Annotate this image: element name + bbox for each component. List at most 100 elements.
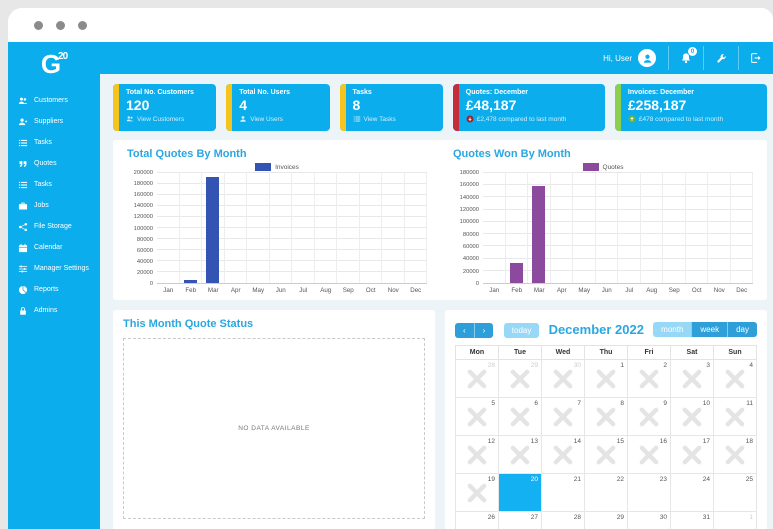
calendar-day-cell[interactable]: 5: [455, 397, 499, 436]
calendar-panel: ‹ › today December 2022 month week: [445, 310, 767, 529]
calendar-week-row: 12 13 14 15 16 17 18: [455, 435, 757, 474]
app-logo: G 20: [8, 44, 100, 84]
calendar-day-cell[interactable]: 4: [713, 359, 757, 398]
day-number: 23: [659, 476, 667, 483]
calendar-day-cell[interactable]: 30: [627, 511, 671, 529]
sidebar-item-label: Tasks: [34, 181, 52, 188]
calendar-day-cell[interactable]: 9: [627, 397, 671, 436]
calendar-day-cell[interactable]: 22: [584, 473, 628, 512]
calendar-day-cell[interactable]: 11: [713, 397, 757, 436]
calendar-day-cell[interactable]: 25: [713, 473, 757, 512]
y-axis-tick: 60000: [462, 244, 479, 251]
sidebar-item-manager-settings[interactable]: Manager Settings: [8, 258, 100, 279]
calendar-day-cell[interactable]: 14: [541, 435, 585, 474]
gridline: [483, 172, 753, 173]
calendar-day-cell[interactable]: 28: [455, 359, 499, 398]
crossed-day-icon: [510, 407, 530, 426]
calendar-day-cell[interactable]: 19: [455, 473, 499, 512]
sidebar-item-customers[interactable]: Customers: [8, 90, 100, 111]
calendar-prev-button[interactable]: ‹: [455, 323, 474, 338]
window-dot[interactable]: [34, 20, 43, 30]
card-footer-link[interactable]: View Users: [239, 115, 323, 123]
month-column: [337, 173, 360, 283]
sidebar-item-suppliers[interactable]: Suppliers: [8, 111, 100, 132]
sidebar-item-jobs[interactable]: Jobs: [8, 195, 100, 216]
user-menu[interactable]: Hi, User: [591, 42, 668, 74]
sidebar-item-tasks[interactable]: Tasks: [8, 132, 100, 153]
sidebar-item-label: Customers: [34, 97, 68, 104]
x-axis-label: Nov: [387, 286, 399, 294]
window-dot[interactable]: [78, 20, 87, 30]
calendar-day-cell[interactable]: 10: [670, 397, 714, 436]
logo-sup: 20: [58, 50, 68, 62]
calendar-day-cell[interactable]: 6: [498, 397, 542, 436]
window-dot[interactable]: [56, 20, 65, 30]
day-number: 1: [749, 514, 753, 521]
day-number: 25: [745, 476, 753, 483]
calendar-view-week[interactable]: week: [691, 321, 728, 337]
calendar-day-cell[interactable]: 20: [498, 473, 542, 512]
chart-legend: Quotes: [453, 163, 753, 171]
card-label: Tasks: [352, 89, 372, 96]
calendar-today-button[interactable]: today: [503, 323, 540, 338]
sidebar-item-file-storage[interactable]: File Storage: [8, 216, 100, 237]
calendar-day-cell[interactable]: 3: [670, 359, 714, 398]
calendar-day-cell[interactable]: 1: [713, 511, 757, 529]
calendar-day-cell[interactable]: 28: [541, 511, 585, 529]
card-value: 120: [126, 97, 150, 113]
sidebar: G 20 Customers Suppliers Tasks Quotes Tasks Jo…: [8, 42, 100, 529]
month-column: [573, 173, 596, 283]
x-axis-label: Sep: [342, 286, 354, 294]
card-footer-link[interactable]: £2,478 compared to last month: [466, 115, 599, 123]
calendar-day-cell[interactable]: 2: [627, 359, 671, 398]
calendar-day-cell[interactable]: 26: [455, 511, 499, 529]
gridline: [157, 227, 427, 228]
calendar-view-day[interactable]: day: [727, 321, 757, 337]
calendar-day-cell[interactable]: 24: [670, 473, 714, 512]
notifications-button[interactable]: 0: [669, 42, 703, 74]
calendar-day-cell[interactable]: 7: [541, 397, 585, 436]
calendar-next-button[interactable]: ›: [473, 323, 494, 338]
sidebar-item-calendar[interactable]: Calendar: [8, 237, 100, 258]
day-number: 24: [702, 476, 710, 483]
dashboard-content: Total No. Customers 120 View Customers Tota…: [100, 74, 773, 529]
calendar-view-month[interactable]: month: [653, 321, 692, 337]
settings-button[interactable]: [704, 42, 738, 74]
calendar-day-cell[interactable]: 16: [627, 435, 671, 474]
calendar-day-cell[interactable]: 1: [584, 359, 628, 398]
card-footer-link[interactable]: View Customers: [126, 115, 210, 123]
calendar-day-cell[interactable]: 21: [541, 473, 585, 512]
calendar-day-cell[interactable]: 17: [670, 435, 714, 474]
sidebar-item-reports[interactable]: Reports: [8, 279, 100, 300]
x-axis-label: Feb: [511, 286, 523, 294]
sidebar-item-quotes[interactable]: Quotes: [8, 153, 100, 174]
logout-button[interactable]: [739, 42, 773, 74]
calendar-day-cell[interactable]: 29: [584, 511, 628, 529]
gridline: [157, 172, 427, 173]
calendar-day-cell[interactable]: 31: [670, 511, 714, 529]
calendar-day-cell[interactable]: 8: [584, 397, 628, 436]
crossed-day-icon: [467, 445, 487, 464]
calendar-day-cell[interactable]: 30: [541, 359, 585, 398]
card-footer-link[interactable]: £478 compared to last month: [628, 115, 761, 123]
calendar-day-header: Thu: [584, 345, 628, 360]
calendar-day-cell[interactable]: 27: [498, 511, 542, 529]
stat-card-2: Tasks 8 View Tasks: [339, 84, 443, 131]
month-column: [506, 173, 528, 283]
calendar-day-cell[interactable]: 12: [455, 435, 499, 474]
month-column: [708, 173, 731, 283]
calendar-day-cell[interactable]: 13: [498, 435, 542, 474]
calendar-day-cell[interactable]: 15: [584, 435, 628, 474]
crossed-day-icon: [467, 369, 487, 388]
calendar-day-cell[interactable]: 23: [627, 473, 671, 512]
crossed-day-icon: [682, 369, 702, 388]
y-axis-tick: 20000: [462, 268, 479, 275]
calendar-day-cell[interactable]: 18: [713, 435, 757, 474]
card-footer-link[interactable]: View Tasks: [353, 115, 437, 123]
sidebar-item-tasks[interactable]: Tasks: [8, 174, 100, 195]
legend-label: Quotes: [602, 163, 624, 171]
calendar-day-cell[interactable]: 29: [498, 359, 542, 398]
sidebar-item-admins[interactable]: Admins: [8, 300, 100, 321]
sidebar-item-label: Admins: [34, 307, 58, 314]
month-column: [405, 173, 427, 283]
